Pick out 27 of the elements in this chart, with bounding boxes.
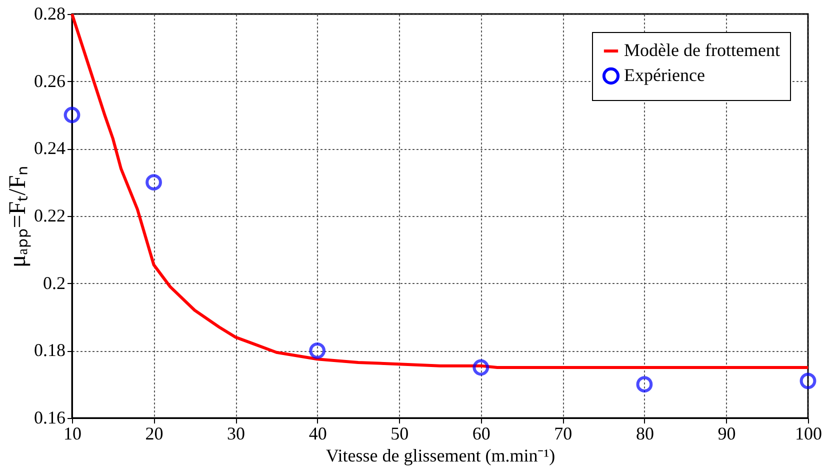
x-tick-label: 30 <box>227 424 246 444</box>
point <box>800 372 816 390</box>
x-tick-label: 50 <box>390 424 409 444</box>
y-tick-label: 0.26 <box>34 70 66 91</box>
x-tick-label: 100 <box>795 424 822 444</box>
point <box>636 376 653 393</box>
y-tick-label: 0.16 <box>34 408 66 428</box>
point <box>309 342 326 359</box>
x-tick-label: 20 <box>145 424 164 444</box>
y-tick-label: 0.22 <box>34 206 66 226</box>
point <box>472 359 490 376</box>
legend-label: Expérience <box>624 65 705 85</box>
x-tick-label: 60 <box>472 424 490 444</box>
y-tick-label: 0.24 <box>34 138 66 158</box>
x-tick-label: 40 <box>308 424 327 444</box>
legend-label: Modèle de frottement <box>624 40 780 60</box>
point <box>146 174 162 191</box>
y-tick-label: 0.18 <box>34 340 66 360</box>
x-tick-label: 10 <box>64 424 82 444</box>
point <box>64 106 80 124</box>
y-tick-label: 0.2 <box>43 272 66 293</box>
x-tick-label: 80 <box>636 424 654 444</box>
x-tick-label: 70 <box>554 424 572 444</box>
y-axis-title: μₐₚₚ=Fₜ/Fₙ <box>5 165 31 268</box>
x-tick-label: 90 <box>718 424 736 444</box>
x-axis-title: Vitesse de glissement (m.min⁻¹) <box>326 446 556 466</box>
y-tick-label: 0.28 <box>34 4 66 24</box>
